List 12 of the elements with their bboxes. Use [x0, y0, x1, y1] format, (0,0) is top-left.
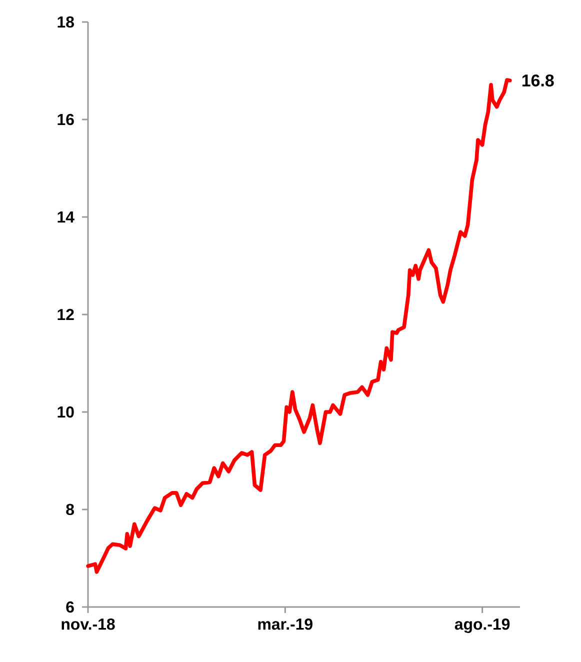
- line-series: [86, 78, 512, 574]
- x-tick-label: nov.-18: [62, 618, 115, 630]
- x-tick-label: ago.-19: [454, 618, 510, 634]
- y-tick-label: 10: [58, 406, 74, 418]
- y-tick-label: 8: [66, 504, 74, 516]
- y-tick-label: 6: [66, 601, 74, 613]
- y-tick-label: 18: [58, 16, 74, 28]
- y-tick-label: 14: [58, 212, 74, 222]
- y-tick-label: 12: [58, 308, 74, 320]
- annotation: 16.8: [522, 74, 554, 86]
- x-tick-label: mar.-19: [258, 618, 312, 630]
- y-tick-label: 16: [58, 114, 74, 126]
